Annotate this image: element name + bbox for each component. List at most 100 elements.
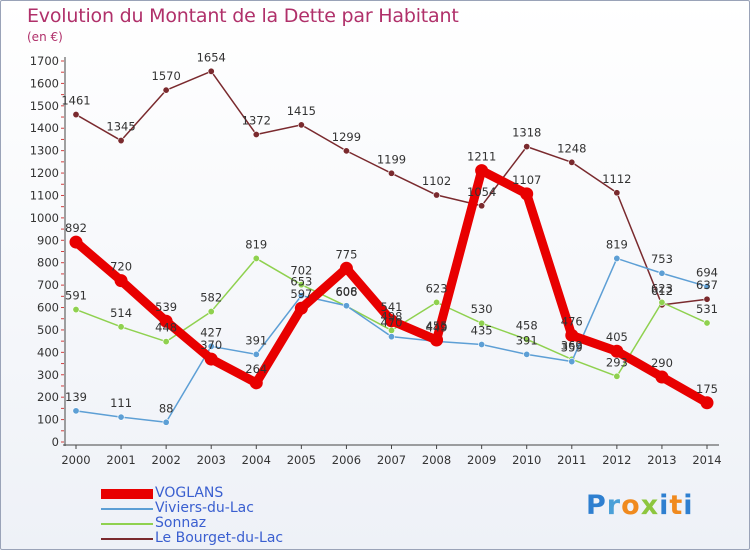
axes: 0 100 200 300 400 500 600 700 800 900 1000 1100 1200… — [30, 54, 722, 467]
data-point — [297, 292, 305, 300]
data-point — [162, 86, 170, 94]
legend-label-viviers: Viviers-du-Lac — [155, 500, 254, 516]
data-point — [114, 274, 128, 288]
data-point — [703, 319, 711, 327]
data-label: 819 — [245, 237, 267, 251]
y-tick-label: 900 — [37, 233, 59, 247]
data-label: 612 — [651, 284, 673, 298]
data-point — [655, 370, 669, 384]
x-tick-label: 2012 — [602, 453, 631, 467]
x-tick-label: 2000 — [61, 453, 90, 467]
series-lines — [69, 67, 714, 426]
data-point — [658, 269, 666, 277]
data-point — [207, 308, 215, 316]
data-label: 1415 — [287, 104, 316, 118]
data-point — [69, 235, 83, 249]
data-label: 819 — [606, 237, 628, 251]
unit-label: (en €) — [27, 30, 63, 44]
data-label: 1112 — [602, 172, 631, 186]
data-point — [162, 418, 170, 426]
legend-swatch-voglans — [101, 489, 153, 499]
proxiti-logo: Proxiti — [586, 490, 694, 521]
data-label: 720 — [110, 260, 132, 274]
data-point — [475, 164, 489, 178]
data-label: 1102 — [422, 174, 451, 188]
data-point — [478, 202, 486, 210]
data-label: 1211 — [467, 150, 496, 164]
data-label: 470 — [381, 316, 403, 330]
legend-swatch-sonnaz — [101, 523, 153, 525]
data-point — [613, 372, 621, 380]
data-label: 427 — [200, 325, 222, 339]
data-point — [520, 187, 534, 201]
data-point — [207, 342, 215, 350]
data-point — [117, 137, 125, 145]
data-label: 1199 — [377, 152, 406, 166]
data-point — [252, 254, 260, 262]
y-tick-label: 100 — [37, 413, 59, 427]
legend-label-voglans: VOGLANS — [155, 485, 224, 501]
data-point — [613, 254, 621, 262]
y-tick-label: 1700 — [30, 54, 59, 68]
data-point — [207, 67, 215, 75]
y-tick-label: 200 — [37, 390, 59, 404]
data-label: 139 — [65, 390, 87, 404]
data-label: 541 — [381, 300, 403, 314]
data-label: 1248 — [557, 141, 586, 155]
data-label: 597 — [290, 287, 312, 301]
data-point — [204, 352, 218, 366]
data-point — [159, 314, 173, 328]
data-point — [387, 333, 395, 341]
y-tick-label: 1500 — [30, 99, 59, 113]
x-tick-label: 2011 — [557, 453, 586, 467]
data-point — [72, 306, 80, 314]
data-label: 623 — [651, 281, 673, 295]
y-tick-label: 1400 — [30, 121, 59, 135]
y-tick-label: 500 — [37, 323, 59, 337]
data-label: 514 — [110, 306, 132, 320]
y-tick-label: 700 — [37, 278, 59, 292]
data-point — [565, 328, 579, 342]
data-point — [385, 314, 398, 328]
data-label: 702 — [290, 264, 312, 278]
data-point — [117, 323, 125, 331]
data-label: 539 — [155, 300, 177, 314]
y-tick-label: 1200 — [30, 166, 59, 180]
y-tick-label: 1600 — [30, 76, 59, 90]
data-point — [658, 298, 666, 306]
data-point — [478, 341, 486, 349]
data-point — [339, 261, 353, 275]
y-tick-label: 1300 — [30, 144, 59, 158]
data-point — [523, 143, 531, 151]
data-point — [568, 358, 576, 366]
data-point — [433, 298, 441, 306]
data-label: 892 — [65, 221, 87, 235]
data-label: 1654 — [197, 50, 226, 64]
data-label: 498 — [381, 309, 403, 323]
data-label: 290 — [651, 356, 673, 370]
data-labels: 1461 1345 1570 1654 1372 1415 1299 1199 1102 1054… — [61, 50, 718, 415]
data-label: 359 — [561, 341, 583, 355]
data-label: 1054 — [467, 185, 496, 199]
data-point — [703, 295, 711, 303]
y-tick-label: 300 — [37, 368, 59, 382]
data-label: 531 — [696, 302, 718, 316]
data-point — [387, 169, 395, 177]
data-label: 637 — [696, 278, 718, 292]
y-tick-label: 800 — [37, 256, 59, 270]
data-label: 1318 — [512, 126, 541, 140]
y-tick-label: 400 — [37, 345, 59, 359]
data-label: 1299 — [332, 130, 361, 144]
data-label: 405 — [606, 330, 628, 344]
data-point — [342, 302, 350, 310]
data-label: 293 — [606, 355, 628, 369]
data-point — [249, 376, 263, 390]
data-label: 458 — [516, 318, 538, 332]
data-point — [117, 413, 125, 421]
data-point — [430, 333, 444, 347]
legend-swatch-viviers — [101, 508, 153, 510]
data-label: 1372 — [242, 114, 271, 128]
data-label: 623 — [426, 281, 448, 295]
y-tick-label: 0 — [52, 435, 59, 449]
